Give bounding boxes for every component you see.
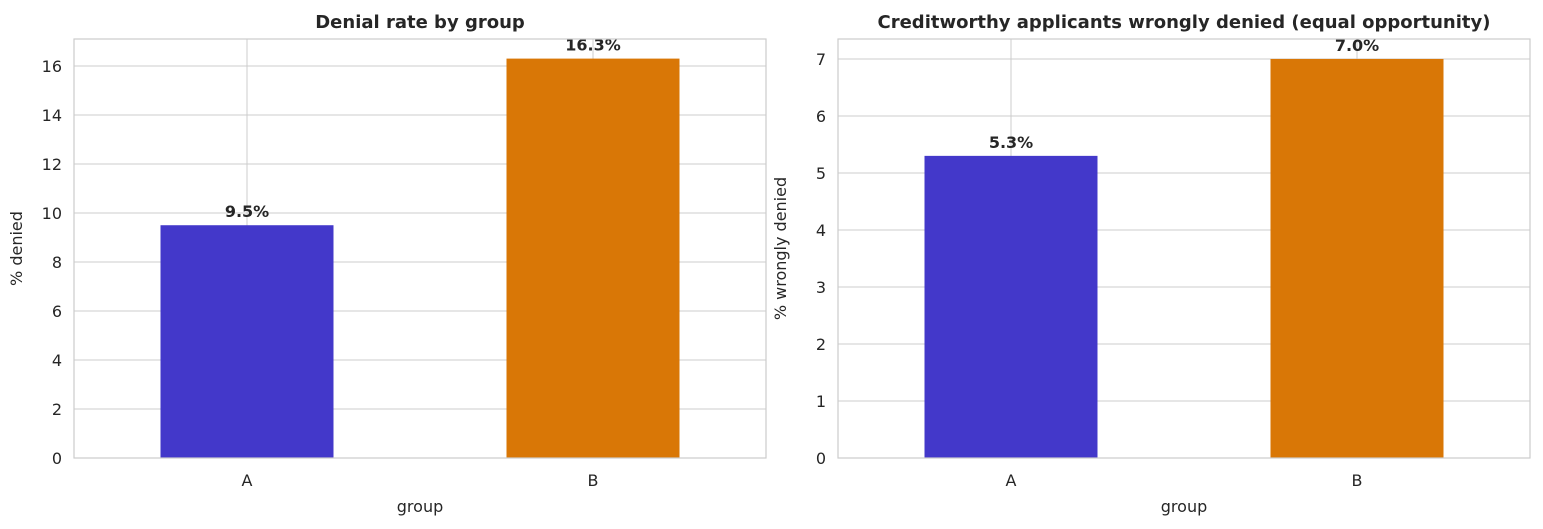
x-tick-label: B	[1352, 471, 1363, 490]
chart-denial-rate: Denial rate by group group % denied 0 2 4 6…	[7, 12, 767, 516]
y-tick-label: 1	[816, 392, 826, 411]
y-tick-label: 8	[52, 253, 62, 272]
y-axis-label: % wrongly denied	[771, 177, 790, 320]
y-tick-label: 2	[52, 400, 62, 419]
y-tick-label: 4	[816, 221, 826, 240]
y-tick-label: 0	[816, 449, 826, 468]
bar-value-label: 7.0%	[1335, 36, 1379, 55]
plot-frame	[837, 38, 1531, 459]
y-tick-label: 7	[816, 50, 826, 69]
bar-B	[1270, 58, 1444, 458]
bar-value-label: 16.3%	[565, 36, 621, 55]
y-tick-label: 4	[52, 351, 62, 370]
chart-title: Creditworthy applicants wrongly denied (…	[878, 12, 1491, 33]
x-tick-label: A	[242, 471, 253, 490]
y-tick-label: 6	[52, 302, 62, 321]
bar-value-label: 9.5%	[225, 202, 269, 221]
y-tick-label: 3	[816, 278, 826, 297]
x-axis-label: group	[397, 497, 443, 516]
x-tick-label: A	[1006, 471, 1017, 490]
y-tick-label: 12	[42, 155, 62, 174]
y-tick-label: 10	[42, 204, 62, 223]
y-axis-label: % denied	[7, 211, 26, 286]
y-tick-label: 6	[816, 107, 826, 126]
bar-A	[924, 155, 1098, 458]
y-tick-label: 0	[52, 449, 62, 468]
y-tick-label: 5	[816, 164, 826, 183]
y-tick-label: 2	[816, 335, 826, 354]
chart-wrongly-denied: Creditworthy applicants wrongly denied (…	[771, 12, 1531, 516]
y-tick-label: 16	[42, 57, 62, 76]
x-tick-label: B	[588, 471, 599, 490]
bar-B	[506, 58, 680, 458]
x-axis-label: group	[1161, 497, 1207, 516]
bar-value-label: 5.3%	[989, 133, 1033, 152]
chart-title: Denial rate by group	[315, 12, 525, 33]
plot-frame	[73, 38, 767, 459]
y-tick-label: 14	[42, 106, 62, 125]
bar-A	[160, 225, 334, 458]
